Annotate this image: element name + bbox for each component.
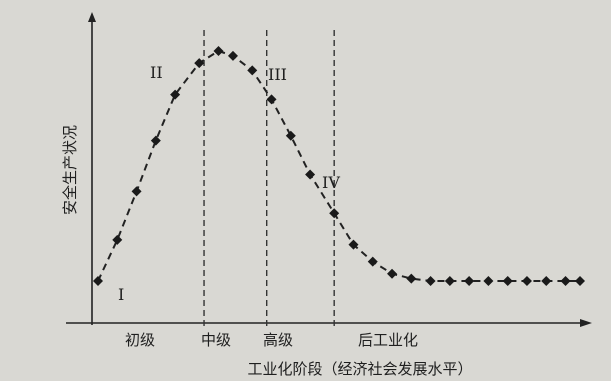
data-point	[194, 58, 205, 69]
data-point	[483, 276, 494, 286]
data-point	[227, 50, 238, 61]
data-point	[112, 234, 123, 245]
data-point	[170, 89, 181, 100]
y-axis-arrow	[88, 12, 96, 22]
y-axis-label: 安全生产状况	[61, 125, 79, 215]
stage-label-2: 中级	[201, 331, 231, 349]
stage-label-1: 初级	[125, 331, 155, 349]
zone-label-3: III	[268, 65, 287, 84]
data-point	[425, 276, 436, 286]
data-point	[406, 273, 417, 284]
data-point	[348, 239, 359, 250]
x-axis-label: 工业化阶段（经济社会发展水平）	[247, 360, 472, 378]
stage-label-4: 后工业化	[358, 331, 418, 349]
x-axis-arrow	[580, 319, 592, 327]
series-points	[93, 46, 585, 286]
series-line	[97, 49, 580, 282]
data-point	[464, 276, 475, 286]
data-point	[213, 46, 224, 56]
data-point	[305, 169, 316, 180]
data-point	[575, 276, 585, 286]
stage-boundaries	[203, 30, 335, 330]
data-point	[541, 276, 552, 286]
zone-label-4: IV	[322, 173, 340, 192]
data-point	[150, 135, 161, 146]
stage-label-3: 高级	[263, 331, 293, 349]
zone-label-2: II	[150, 63, 163, 82]
data-point	[502, 276, 513, 286]
data-point	[329, 208, 340, 219]
data-point	[131, 186, 142, 197]
zone-label-1: I	[118, 285, 124, 304]
data-point	[560, 276, 571, 286]
data-point	[367, 256, 378, 267]
data-point	[387, 268, 398, 279]
data-point	[266, 94, 277, 105]
data-point	[285, 130, 296, 141]
data-point	[247, 65, 258, 76]
data-point	[521, 276, 532, 286]
data-point	[444, 276, 455, 286]
data-point	[93, 276, 103, 286]
